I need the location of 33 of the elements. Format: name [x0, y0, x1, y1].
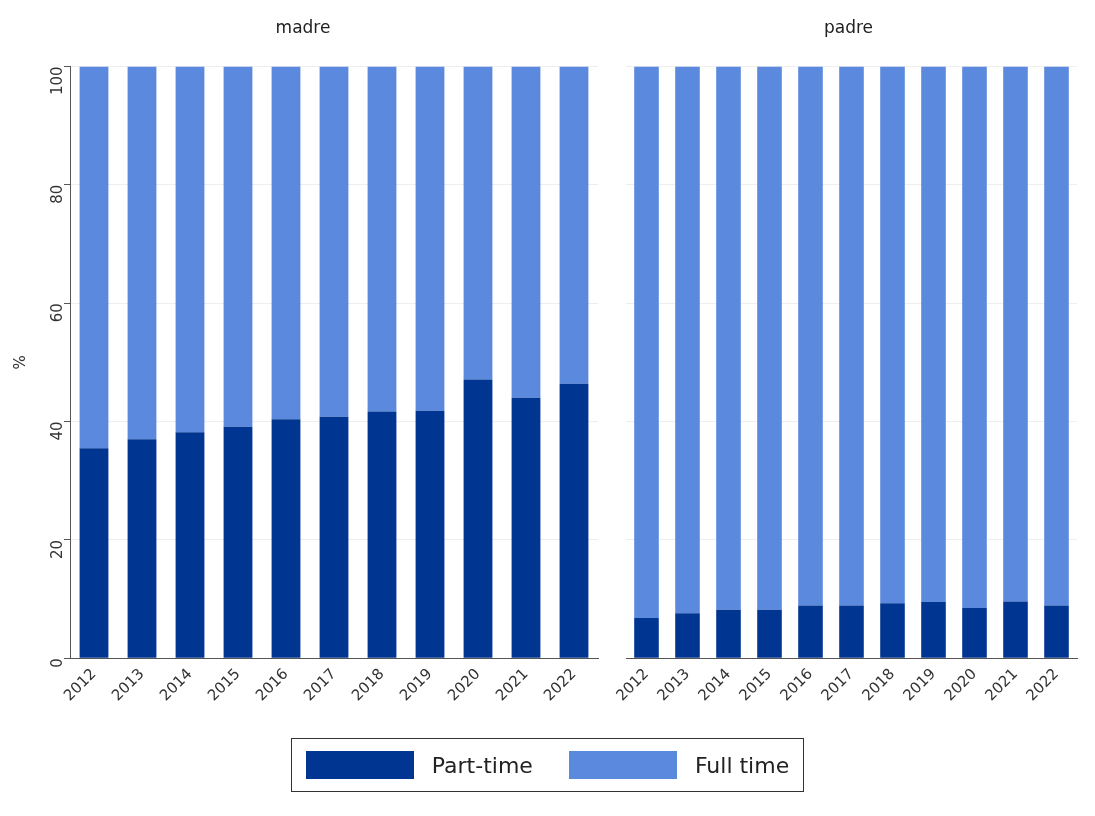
y-tick-label: 100	[47, 66, 66, 96]
bar	[716, 609, 741, 658]
bar	[798, 605, 823, 658]
bar	[962, 66, 987, 608]
legend-label: Part-time	[431, 752, 533, 778]
y-tick-label: 0	[47, 658, 66, 668]
chart-title: padre	[823, 16, 874, 37]
bar	[1044, 66, 1069, 606]
bar	[634, 66, 659, 619]
bar	[1003, 601, 1028, 658]
y-tick-label: 20	[47, 539, 66, 559]
bar	[675, 66, 700, 614]
bar	[1003, 66, 1028, 602]
bar	[716, 66, 741, 610]
bar	[839, 605, 864, 658]
bar	[1044, 605, 1069, 658]
y-tick-label: 80	[47, 184, 66, 204]
bar	[634, 618, 659, 658]
bar	[921, 66, 946, 603]
bar	[757, 66, 782, 610]
bar	[880, 66, 905, 604]
bar	[921, 602, 946, 658]
bar	[880, 603, 905, 658]
bar	[798, 66, 823, 606]
chart-title: madre	[275, 16, 331, 37]
y-tick-label: 60	[47, 303, 66, 323]
bar	[675, 613, 700, 658]
y-axis-title: %	[10, 355, 29, 370]
bar	[839, 66, 864, 606]
bar	[757, 609, 782, 658]
bar	[962, 607, 987, 658]
y-tick-label: 40	[47, 421, 66, 441]
legend-label: Full time	[694, 752, 790, 778]
